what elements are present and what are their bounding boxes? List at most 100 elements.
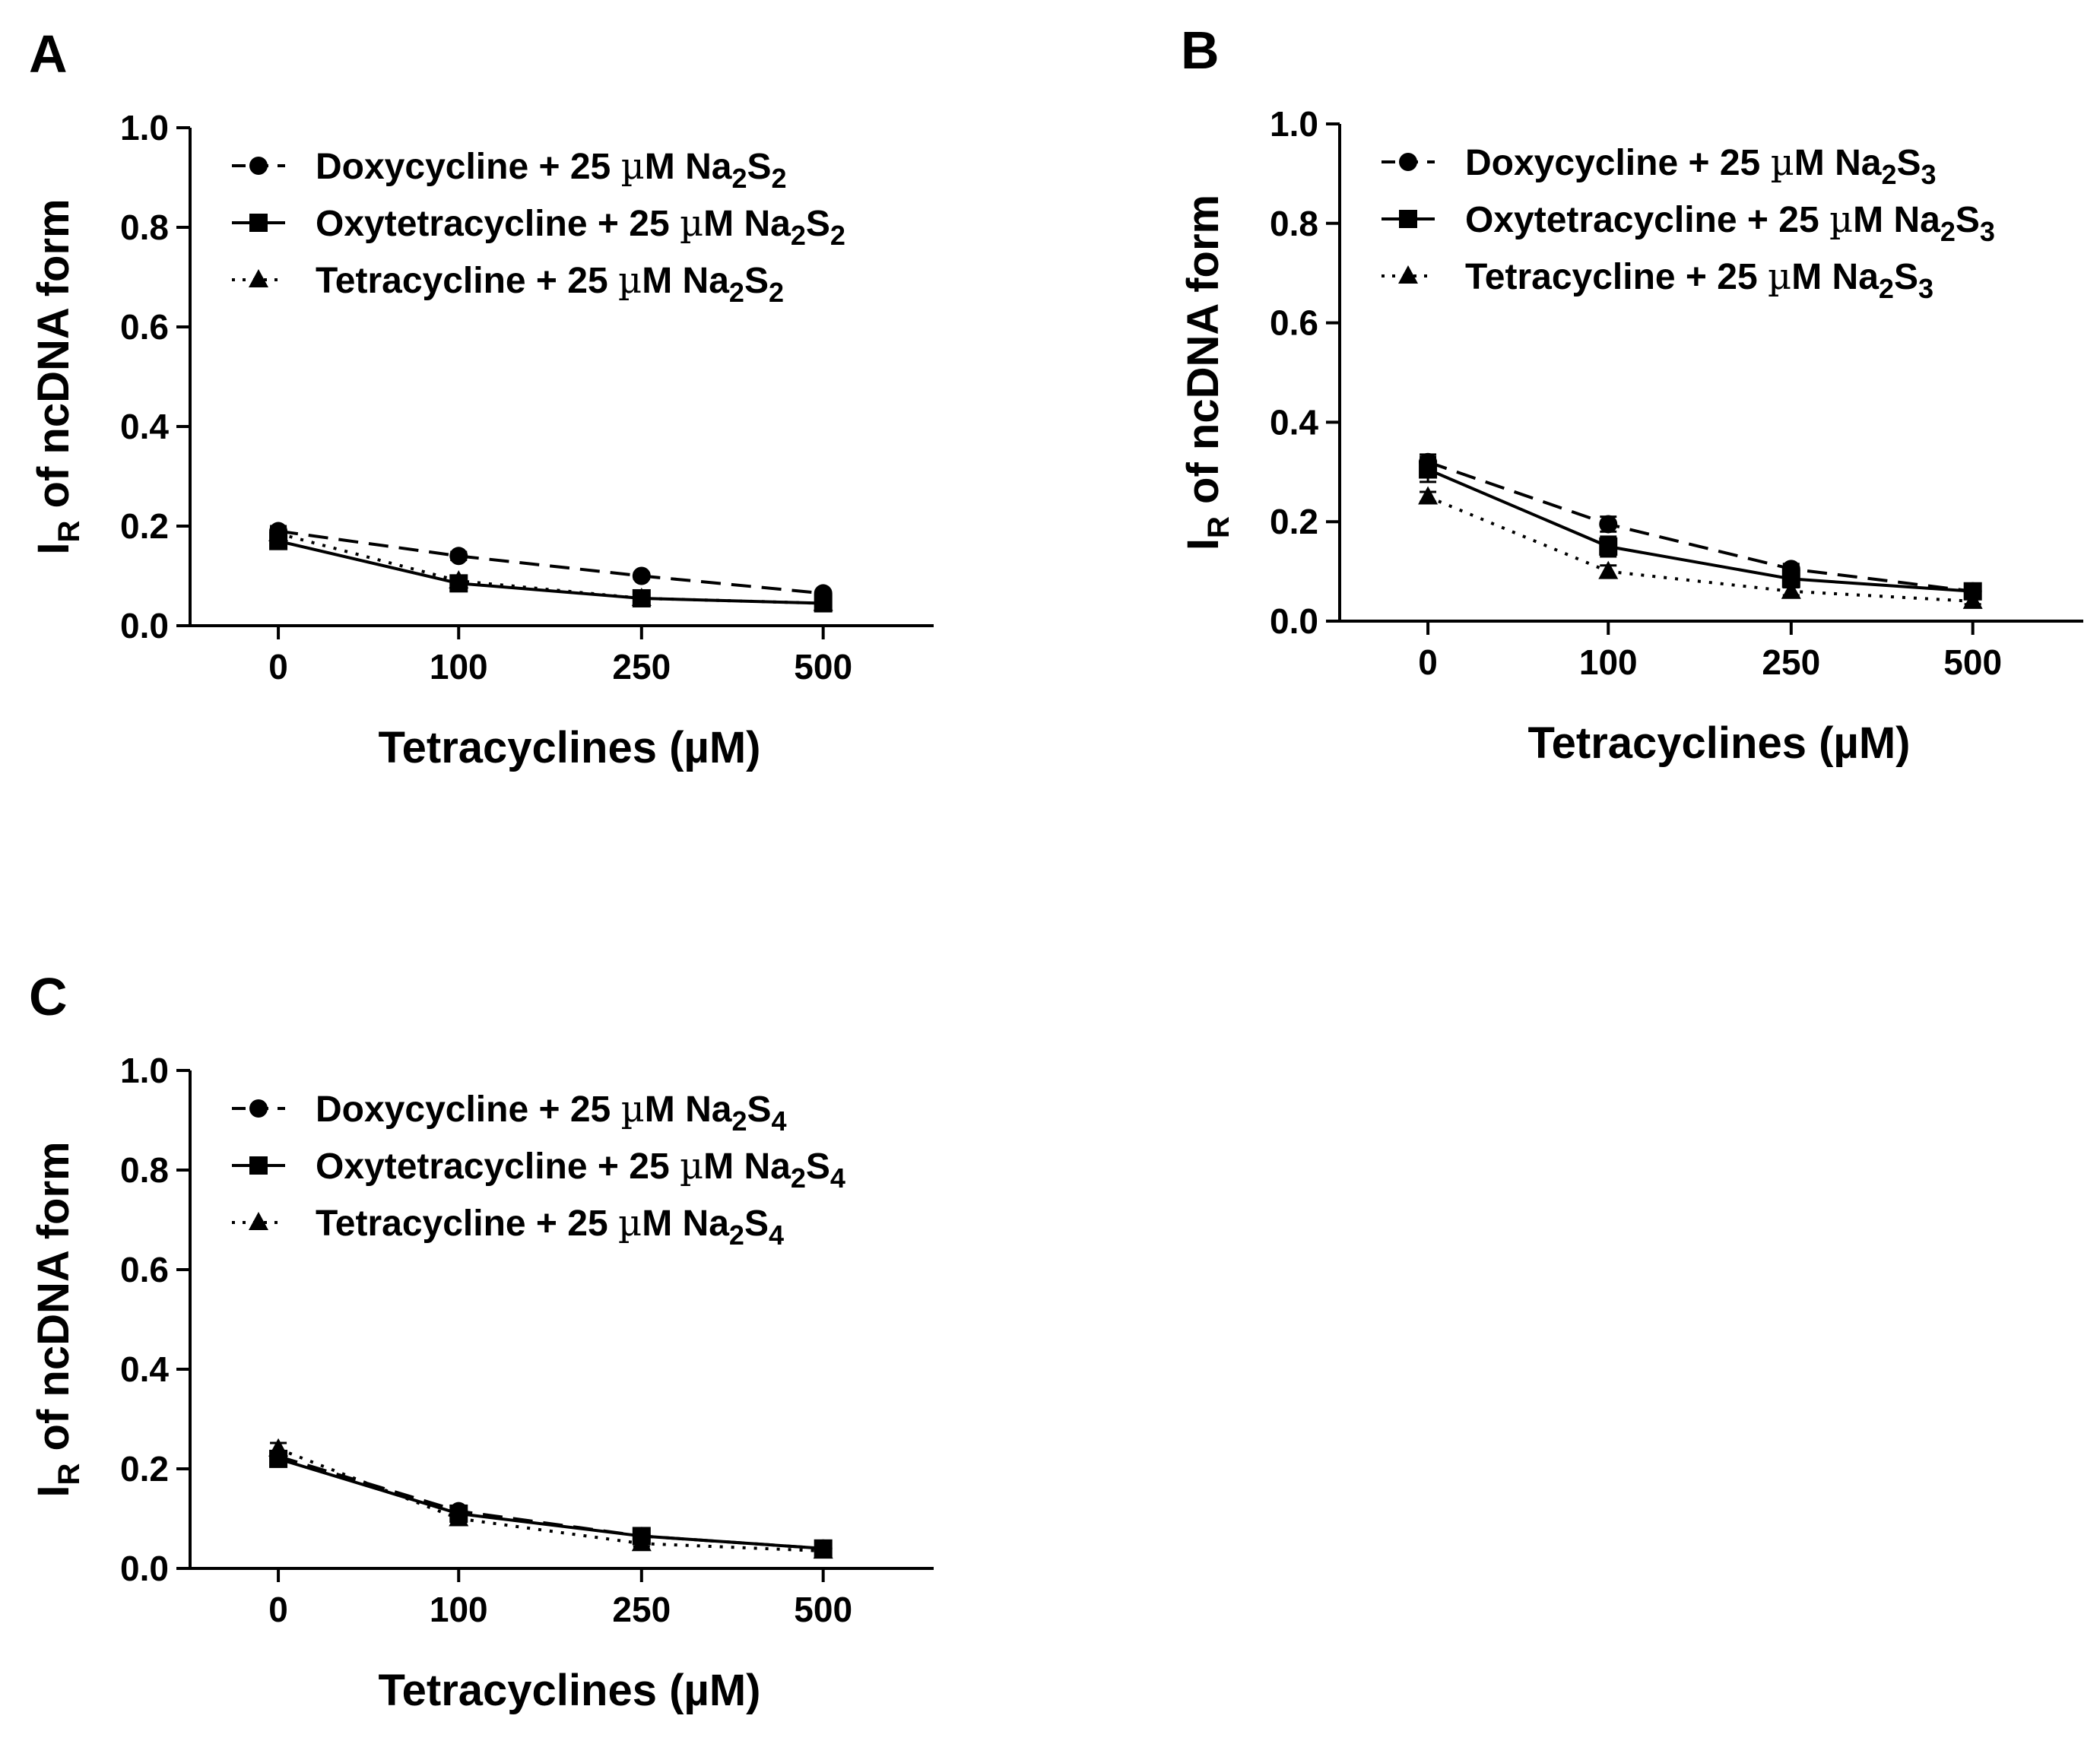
data-point-triangle xyxy=(449,1508,469,1527)
y-axis-title: IR of ncDNA form xyxy=(1178,195,1236,550)
legend-label-subscript: 2 xyxy=(731,163,747,194)
data-point-triangle xyxy=(813,1540,833,1559)
y-tick-label: 1.0 xyxy=(120,1051,169,1090)
y-tick-label: 0.6 xyxy=(120,1250,169,1289)
legend-label: Tetracycline + 25 µM Na2S2 xyxy=(316,259,784,308)
legend-label-subscript: 2 xyxy=(791,1162,806,1194)
legend-marker-triangle xyxy=(1398,265,1418,284)
y-tick-label: 0.0 xyxy=(120,606,169,645)
legend-label: Tetracycline + 25 µM Na2S4 xyxy=(316,1202,784,1251)
x-tick-label: 500 xyxy=(1943,642,2002,682)
legend-label-mu: µ xyxy=(1771,141,1794,184)
x-tick-label: 250 xyxy=(612,647,671,687)
data-point-triangle xyxy=(631,587,652,606)
legend-label-text: Doxycycline + 25 xyxy=(1465,143,1771,183)
legend-label-subscript: 2 xyxy=(1940,216,1956,247)
series-line-circle xyxy=(1427,460,1973,593)
panel-b: B 0.0 0.2 0.4 0.6 0.8 1.0 0 100 250 500 Tetracyclin… xyxy=(1178,21,2083,768)
series-line-triangle xyxy=(278,1447,823,1553)
legend-label-subscript: 2 xyxy=(830,220,845,251)
data-point-triangle xyxy=(1781,580,1801,599)
panel-c: C 0.0 0.2 0.4 0.6 0.8 1.0 0 100 250 500 Tetracyclin… xyxy=(29,967,934,1715)
legend-label-mu: µ xyxy=(618,259,642,302)
legend-label-text: M Na xyxy=(1794,143,1882,183)
legend-label-text: M Na xyxy=(645,1089,732,1130)
legend-label-subscript: 2 xyxy=(729,277,744,308)
x-tick-label: 250 xyxy=(612,1590,671,1629)
legend-label-text: S xyxy=(806,1146,830,1187)
legend-label-text: S xyxy=(744,261,769,301)
y-tick-label: 0.2 xyxy=(1270,502,1318,541)
legend-label-text: S xyxy=(1894,257,1918,297)
legend-label-text: M Na xyxy=(642,1203,729,1244)
series-line-square xyxy=(278,539,823,605)
legend-marker-square xyxy=(1399,210,1417,228)
data-point-circle xyxy=(1599,515,1618,534)
x-tick-label: 0 xyxy=(268,1590,288,1629)
legend-label-mu: µ xyxy=(1768,255,1791,298)
legend-label-text: Doxycycline + 25 xyxy=(316,1089,621,1130)
y-axis-title-subscript: R xyxy=(52,1463,86,1485)
y-tick-label: 0.6 xyxy=(1270,303,1318,343)
y-tick-label: 0.8 xyxy=(120,1150,169,1190)
y-tick-label: 1.0 xyxy=(1270,104,1318,144)
legend-label-mu: µ xyxy=(680,1145,703,1188)
x-tick-label: 500 xyxy=(794,647,852,687)
y-tick-label: 0.4 xyxy=(120,1349,169,1389)
x-axis-title: Tetracyclines (µM) xyxy=(379,723,761,772)
series-line-triangle xyxy=(278,531,823,605)
legend-label-subscript: 2 xyxy=(1881,159,1896,190)
x-tick-label: 0 xyxy=(268,647,288,687)
series-line-square xyxy=(1427,468,1973,593)
legend-label-subscript: 2 xyxy=(791,220,806,251)
legend-label-mu: µ xyxy=(621,145,645,188)
legend-marker-circle xyxy=(249,1099,268,1118)
y-axis-title-main: I xyxy=(29,542,78,554)
legend-label: Tetracycline + 25 µM Na2S3 xyxy=(1465,255,1933,304)
legend-label-text: M Na xyxy=(645,147,732,187)
legend-marker-square xyxy=(249,214,268,232)
legend-label-subscript: 4 xyxy=(830,1162,845,1194)
data-point-triangle xyxy=(449,570,469,589)
legend-label-text: S xyxy=(747,1089,772,1130)
y-tick-label: 0.8 xyxy=(1270,204,1318,243)
legend-label-mu: µ xyxy=(618,1202,642,1245)
x-tick-label: 100 xyxy=(430,647,488,687)
x-tick-label: 100 xyxy=(430,1590,488,1629)
legend-label-subscript: 2 xyxy=(731,1105,747,1137)
y-axis-title-main: I xyxy=(1178,538,1228,550)
legend-label-subscript: 4 xyxy=(772,1105,787,1137)
legend-label: Doxycycline + 25 µM Na2S4 xyxy=(316,1088,787,1137)
x-tick-label: 500 xyxy=(794,1590,852,1629)
legend-label: Doxycycline + 25 µM Na2S3 xyxy=(1465,141,1937,190)
x-tick-label: 0 xyxy=(1418,642,1438,682)
legend-label-text: Doxycycline + 25 xyxy=(316,147,621,187)
data-point-triangle xyxy=(268,1438,289,1457)
legend-label-text: S xyxy=(1897,143,1921,183)
x-axis-title: Tetracyclines (µM) xyxy=(1528,718,1911,768)
legend-label-mu: µ xyxy=(1829,198,1853,241)
legend-marker-circle xyxy=(1399,153,1417,171)
series-line-circle xyxy=(278,529,823,595)
legend-label-subscript: 2 xyxy=(772,163,787,194)
legend-label-text: M Na xyxy=(1853,200,1940,240)
x-tick-label: 100 xyxy=(1579,642,1638,682)
data-point-triangle xyxy=(1418,486,1439,505)
legend-label-mu: µ xyxy=(621,1088,645,1131)
y-tick-label: 0.2 xyxy=(120,1449,169,1489)
x-tick-label: 250 xyxy=(1762,642,1820,682)
legend-label-text: S xyxy=(1956,200,1980,240)
legend-label-text: Tetracycline + 25 xyxy=(316,1203,618,1244)
legend-marker-triangle xyxy=(249,269,268,287)
legend-label-text: Tetracycline + 25 xyxy=(1465,257,1768,297)
y-axis-title: IR of ncDNA form xyxy=(29,198,86,554)
y-axis-title-rest: of ncDNA form xyxy=(29,1141,78,1463)
legend-label: Oxytetracycline + 25 µM Na2S2 xyxy=(316,202,845,251)
y-axis-title-rest: of ncDNA form xyxy=(29,198,78,520)
panel-letter: C xyxy=(29,967,68,1026)
y-tick-label: 0.4 xyxy=(1270,402,1318,442)
data-point-square xyxy=(1599,537,1618,556)
legend-label-subscript: 3 xyxy=(1918,273,1933,304)
panel-letter: B xyxy=(1181,21,1220,80)
